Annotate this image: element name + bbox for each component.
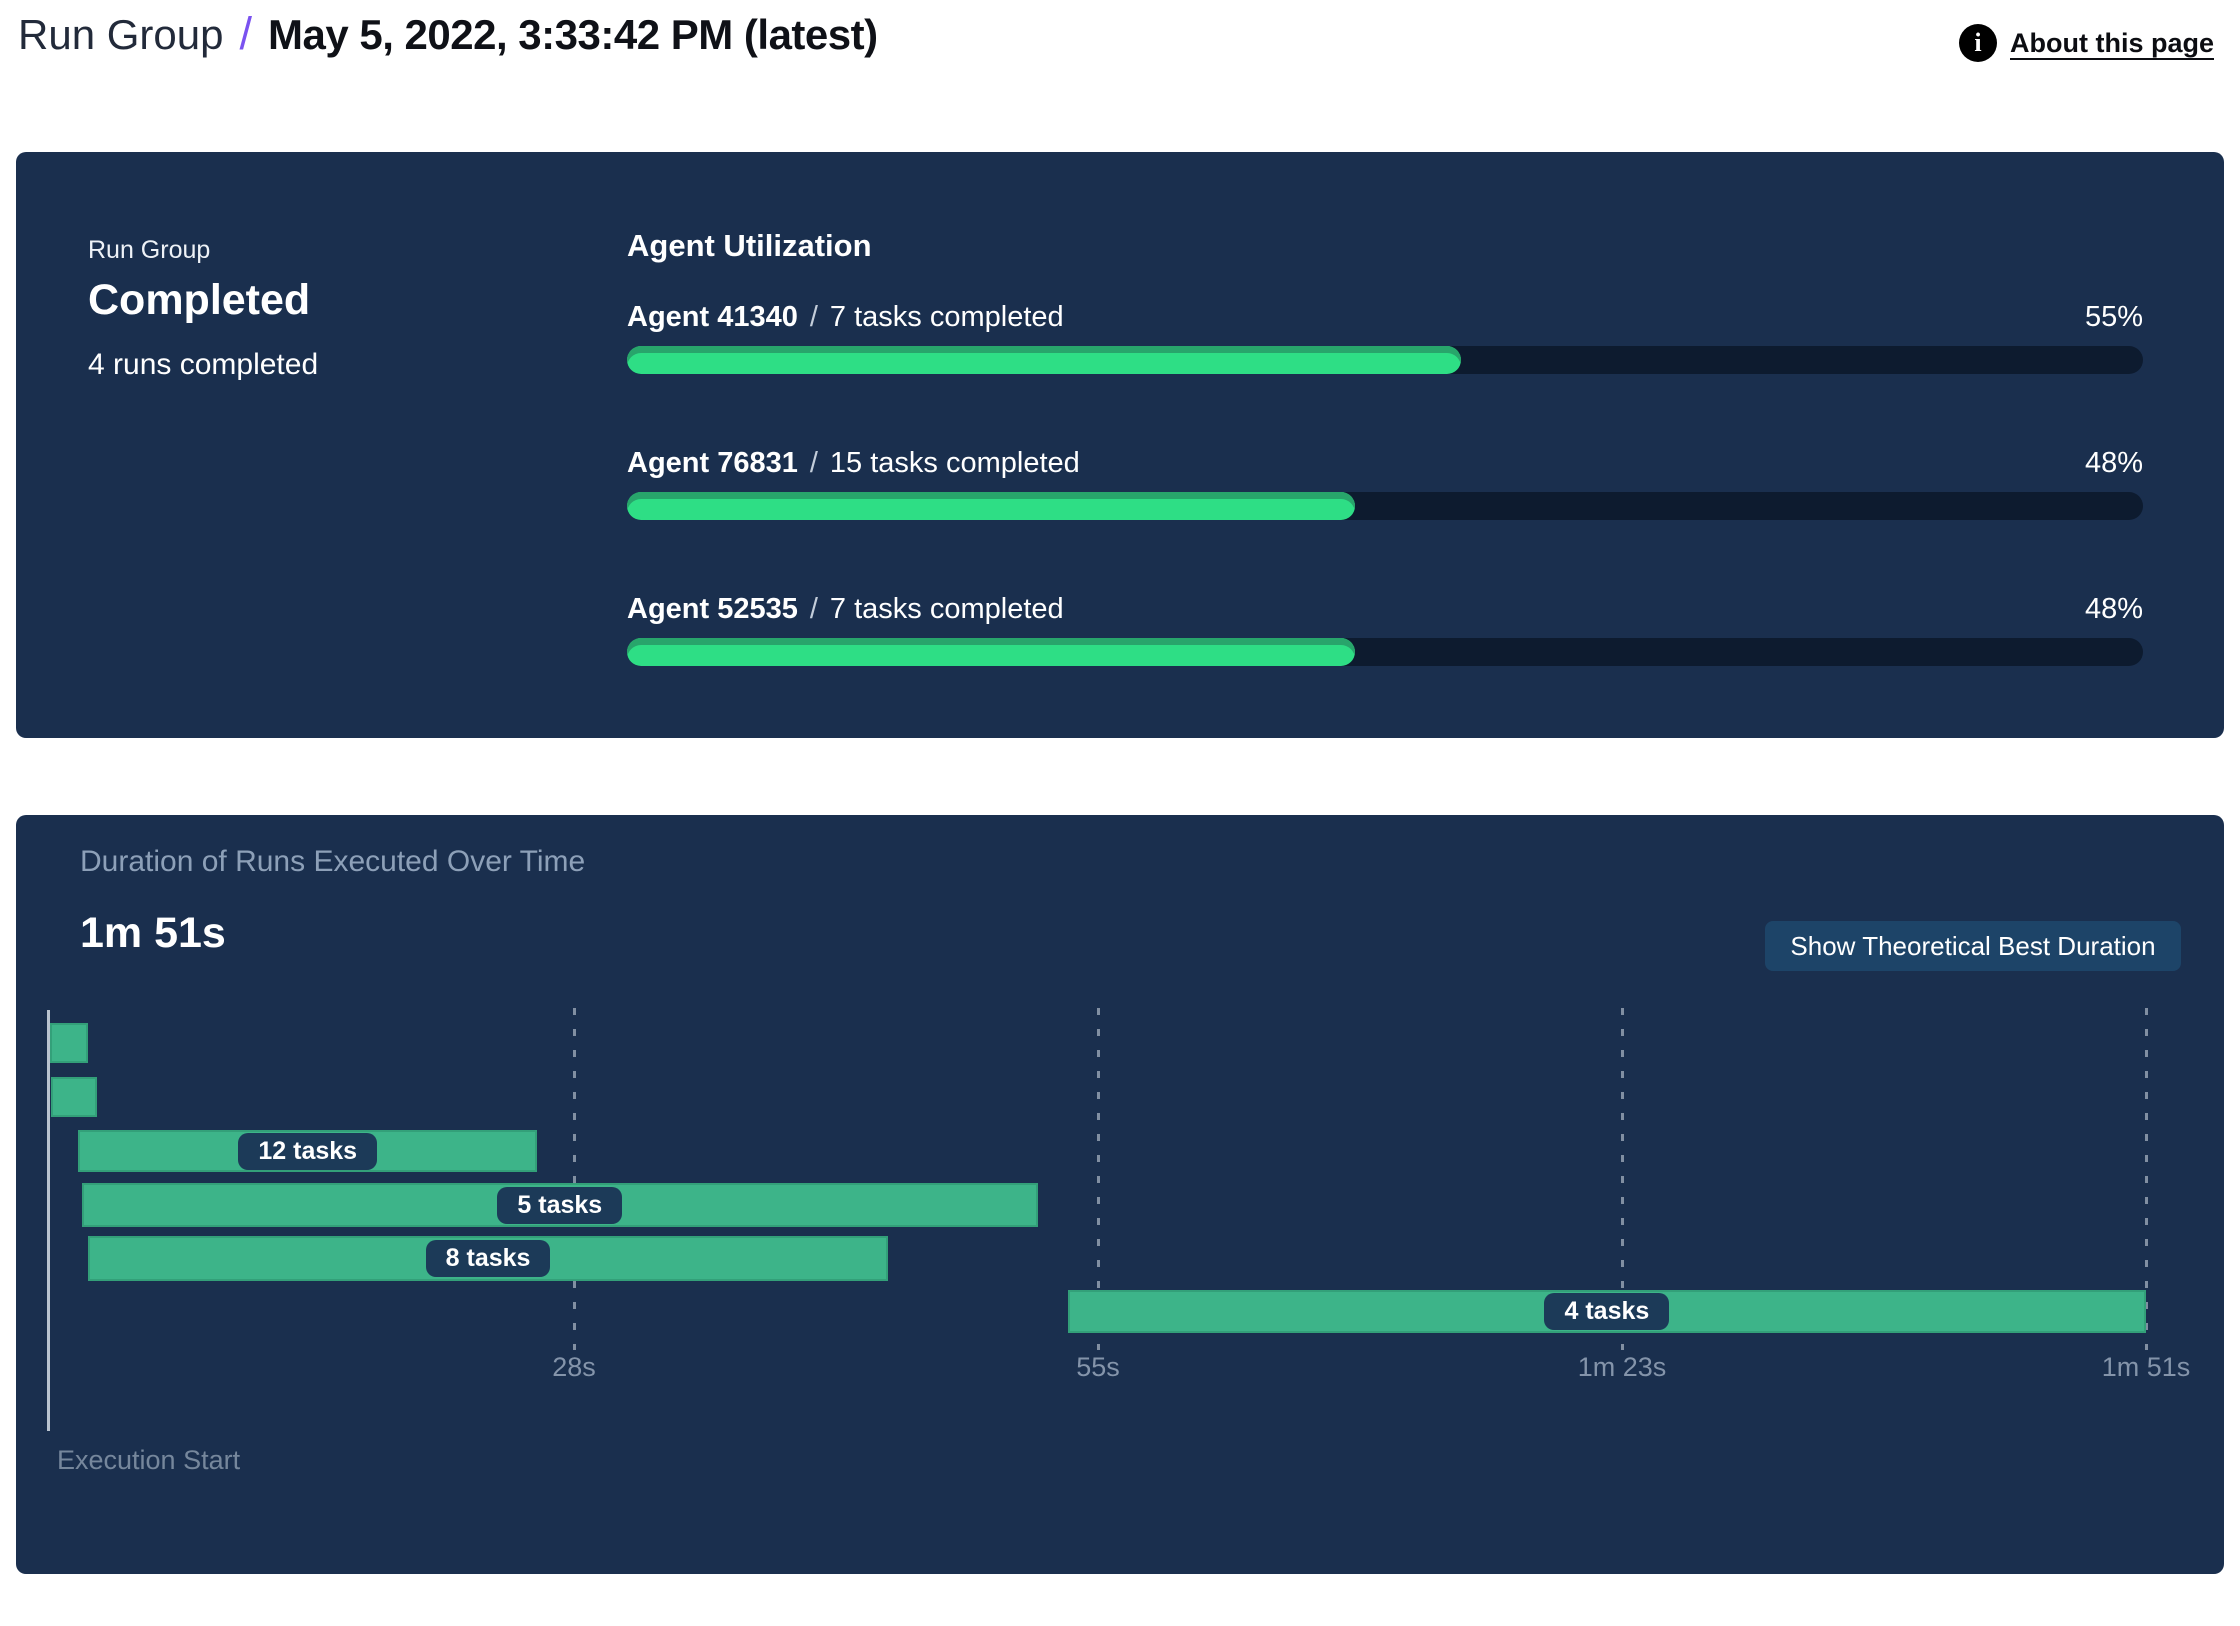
- gantt-run-label: 5 tasks: [497, 1186, 623, 1224]
- info-icon[interactable]: i: [1959, 24, 1997, 62]
- agent-progress-track: [627, 346, 2143, 374]
- run-group-summary-card: Run Group Completed 4 runs completed Age…: [16, 152, 2224, 738]
- agent-row: Agent 76831 / 15 tasks completed 48%: [627, 446, 2143, 520]
- agent-progress-fill: [627, 492, 1355, 520]
- total-duration-value: 1m 51s: [80, 909, 226, 957]
- summary-status: Completed: [88, 276, 311, 324]
- agent-row: Agent 41340 / 7 tasks completed 55%: [627, 300, 2143, 374]
- agent-progress-fill: [627, 638, 1355, 666]
- agent-utilization-percent: 48%: [2084, 593, 2143, 625]
- gantt-tick-label: 1m 23s: [1577, 1352, 1667, 1382]
- gantt-run-bar[interactable]: [50, 1023, 88, 1063]
- gantt-run-label: 12 tasks: [238, 1132, 378, 1170]
- summary-label: Run Group: [88, 236, 211, 264]
- agent-tasks-completed: 7 tasks completed: [829, 593, 1064, 625]
- gantt-run-bar[interactable]: 12 tasks: [78, 1130, 538, 1172]
- show-theoretical-best-duration-button[interactable]: Show Theoretical Best Duration: [1765, 921, 2181, 971]
- gantt-run-label: 4 tasks: [1544, 1293, 1670, 1330]
- agent-progress-track: [627, 638, 2143, 666]
- agent-name: Agent 41340: [627, 301, 798, 333]
- breadcrumb-separator: /: [239, 8, 252, 59]
- agent-name-separator: /: [809, 301, 818, 333]
- agent-row: Agent 52535 / 7 tasks completed 48%: [627, 592, 2143, 666]
- breadcrumb: Run Group / May 5, 2022, 3:33:42 PM (lat…: [18, 8, 878, 60]
- agent-utilization-section: Agent Utilization Agent 41340 / 7 tasks co…: [627, 228, 2143, 666]
- gantt-tick-label: 28s: [552, 1352, 596, 1382]
- summary-runs-completed: 4 runs completed: [88, 348, 319, 381]
- gantt-tick-label: 1m 51s: [2101, 1352, 2191, 1382]
- gantt-gridline: [573, 1008, 576, 1350]
- duration-card: Duration of Runs Executed Over Time 1m 5…: [16, 815, 2224, 1574]
- agent-name-separator: /: [809, 593, 818, 625]
- gantt-tick-label: 55s: [1076, 1352, 1120, 1382]
- agent-utilization-percent: 55%: [2084, 301, 2143, 333]
- gantt-run-bar[interactable]: 8 tasks: [87, 1236, 889, 1281]
- gantt-y-axis-line: [47, 1010, 50, 1431]
- gantt-gridline: [1097, 1008, 1100, 1350]
- agent-progress-fill: [627, 346, 1461, 374]
- breadcrumb-run-group: Run Group: [18, 11, 224, 58]
- agent-progress-track: [627, 492, 2143, 520]
- about-link[interactable]: About this page: [2010, 27, 2214, 58]
- agent-name: Agent 52535: [627, 593, 798, 625]
- agent-utilization-heading: Agent Utilization: [627, 228, 872, 263]
- gantt-run-bar[interactable]: 4 tasks: [1067, 1290, 2146, 1333]
- agent-name: Agent 76831: [627, 447, 798, 479]
- gantt-run-bar[interactable]: 5 tasks: [82, 1183, 1038, 1227]
- agent-tasks-completed: 15 tasks completed: [829, 447, 1080, 479]
- gantt-gridline: [2145, 1008, 2148, 1350]
- page-header: Run Group / May 5, 2022, 3:33:42 PM (lat…: [18, 8, 2214, 62]
- agent-name-separator: /: [809, 447, 818, 479]
- gantt-run-bar[interactable]: [50, 1077, 98, 1117]
- gantt-gridline: [1621, 1008, 1624, 1350]
- duration-chart-title: Duration of Runs Executed Over Time: [80, 845, 586, 878]
- agent-list: Agent 41340 / 7 tasks completed 55% Agent …: [627, 300, 2143, 666]
- gantt-plot: Execution Start 28s 55s 1m 23s 1m 51s 12…: [16, 815, 2224, 1574]
- execution-start-label: Execution Start: [57, 1445, 241, 1475]
- agent-utilization-percent: 48%: [2084, 447, 2143, 479]
- page-title: May 5, 2022, 3:33:42 PM (latest): [267, 11, 878, 58]
- agent-tasks-completed: 7 tasks completed: [829, 301, 1064, 333]
- gantt-run-label: 8 tasks: [425, 1240, 551, 1277]
- about-this-page[interactable]: i About this page: [1959, 24, 2214, 62]
